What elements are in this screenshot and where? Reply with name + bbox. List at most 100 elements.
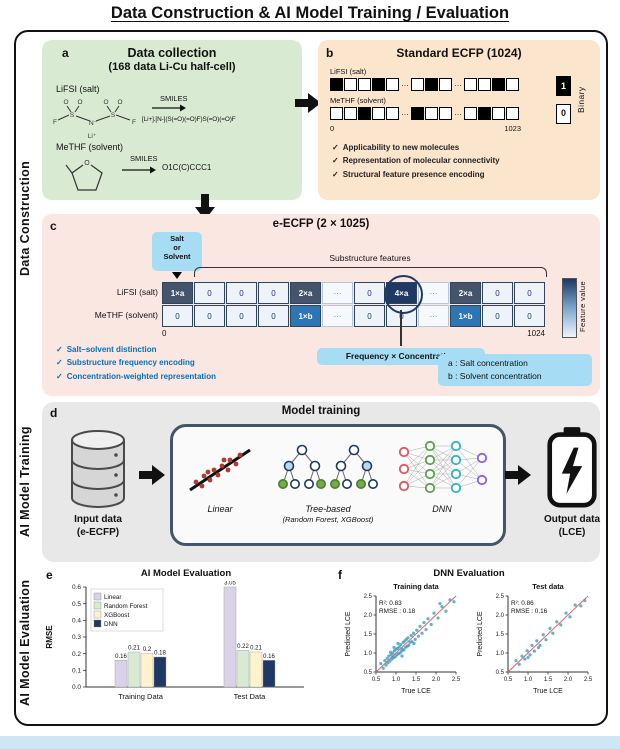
- ecfp-bit-cell: [464, 107, 477, 120]
- scatter-point: [406, 636, 410, 640]
- highlight-circle: [384, 275, 423, 314]
- scatter-point: [415, 628, 419, 632]
- svg-text:O: O: [63, 99, 68, 106]
- scatter-point: [528, 653, 532, 657]
- svg-text:O: O: [103, 99, 108, 106]
- svg-text:Random Forest: Random Forest: [104, 603, 148, 610]
- check-icon: ✓: [56, 371, 63, 381]
- svg-text:2.5: 2.5: [364, 594, 373, 600]
- ecfp-bit-cell: [439, 78, 452, 91]
- scatter-point: [407, 643, 411, 647]
- scatter-point: [544, 638, 548, 642]
- scatter-point: [400, 654, 404, 658]
- scatter-point: [379, 662, 383, 666]
- methf-structure-icon: O: [65, 160, 103, 191]
- scatter-point: [536, 646, 540, 650]
- substructure-features-label: Substructure features: [329, 253, 411, 263]
- scatter-point: [530, 643, 534, 647]
- panel-e-model-evaluation: e AI Model Evaluation 0.0 0.1 0.2 0.3 0.4 0.5…: [40, 568, 332, 720]
- salt-or-solvent-line2: or: [173, 243, 181, 252]
- legend-a: a : Salt concentration: [448, 358, 528, 368]
- scatter-point: [551, 631, 555, 635]
- dnn-test-scatter: Test data 0.50.5 1.0 1.0 1.5 1.5 2.0 2.0 2.5 2.5 R…: [477, 582, 593, 695]
- panel-b-checklist: ✓ Applicability to new molecules ✓ Represen…: [332, 143, 588, 184]
- eecfp-row1-cells: 1×a 0 0 0 2×a ⋯ 0 4×a ⋯ 2×a 0 0: [162, 282, 545, 304]
- svg-text:Li⁺: Li⁺: [88, 133, 97, 140]
- svg-text:2.5: 2.5: [452, 677, 461, 683]
- svg-text:1.5: 1.5: [412, 677, 421, 683]
- check-item: ✓ Substructure frequency encoding: [56, 358, 296, 368]
- output-data-sub: (LCE): [558, 527, 586, 538]
- svg-text:Training Data: Training Data: [118, 692, 164, 701]
- svg-text:S: S: [70, 112, 75, 119]
- panel-c-checklist: ✓ Salt–solvent distinction ✓ Substructure f…: [56, 345, 296, 386]
- bar: [127, 651, 141, 688]
- check-item: ✓ Applicability to new molecules: [332, 143, 588, 153]
- scatter-point: [532, 649, 536, 653]
- ecfp-bit-cell: [478, 78, 491, 91]
- linear-model-icon: [189, 448, 251, 492]
- bar: [140, 653, 154, 688]
- ecfp-bit-cell: [492, 78, 505, 91]
- panel-a-tag: a: [62, 46, 69, 60]
- svg-text:0.21: 0.21: [250, 646, 262, 652]
- svg-text:Test Data: Test Data: [234, 692, 267, 701]
- panel-a-title: Data collection: [127, 46, 217, 60]
- input-data-sub: (e-ECFP): [76, 527, 120, 538]
- ecfp-bit-cell: [344, 107, 357, 120]
- dnn-model-label: DNN: [432, 504, 452, 514]
- scatter-point: [391, 651, 395, 655]
- eecfp-value-cell: 0: [514, 282, 545, 304]
- panel-f-tag: f: [338, 568, 342, 582]
- panel-d-tag: d: [50, 406, 58, 420]
- salt-or-solvent-box: Salt or Solvent: [152, 232, 202, 271]
- ecfp-bit-cell: [506, 78, 519, 91]
- eecfp-value-cell: ⋯: [322, 282, 353, 304]
- eecfp-axis-start: 0: [162, 329, 167, 338]
- binary-axis-label: Binary: [576, 86, 586, 114]
- scatter-point: [418, 624, 422, 628]
- svg-text:Linear: Linear: [104, 594, 122, 601]
- ellipsis-gap: …: [401, 79, 409, 88]
- scatter-point: [438, 602, 442, 606]
- svg-text:XGBoost: XGBoost: [104, 612, 129, 619]
- salt-or-solvent-line1: Salt: [170, 234, 184, 243]
- methf-label: MeTHF (solvent): [56, 142, 124, 152]
- svg-text:0.6: 0.6: [72, 584, 81, 591]
- scatter-point: [402, 648, 406, 652]
- svg-text:R²: 0.86: R²: 0.86: [511, 600, 534, 607]
- panel-c-title: e-ECFP (2 × 1025): [272, 218, 370, 230]
- tree-model-label: Tree-based: [305, 504, 351, 514]
- panel-e-tag: e: [46, 568, 53, 582]
- svg-text:O: O: [117, 99, 122, 106]
- panel-d-model-training: d Model training Input data (e-ECFP): [42, 402, 600, 562]
- tree-model-icon: [278, 444, 379, 489]
- ecfp-bit-cell: [411, 78, 424, 91]
- scatter-point: [396, 641, 400, 646]
- svg-text:F: F: [53, 119, 57, 126]
- scatter-point: [413, 637, 417, 641]
- scatter-point: [416, 634, 420, 638]
- scatter-point: [444, 609, 448, 613]
- eecfp-value-cell: 1×b: [290, 305, 321, 327]
- check-icon: ✓: [332, 143, 339, 152]
- eecfp-value-cell: ⋯: [418, 305, 449, 327]
- scatter-point: [436, 616, 440, 620]
- svg-text:0.5: 0.5: [364, 670, 373, 676]
- ecfp-bit-cell: [478, 107, 491, 120]
- lightning-bolt-icon: [561, 447, 583, 494]
- methf-smiles-string: O1C(C)CCC1: [162, 163, 212, 172]
- scatter-point: [523, 657, 527, 661]
- svg-text:1.5: 1.5: [364, 632, 373, 638]
- svg-text:0.5: 0.5: [72, 601, 81, 608]
- legend-swatch: [93, 619, 102, 628]
- eecfp-value-cell: 0: [258, 305, 289, 327]
- scatter-point: [397, 645, 401, 649]
- check-text: Applicability to new molecules: [342, 143, 460, 152]
- bar: [249, 651, 263, 688]
- check-icon: ✓: [332, 169, 339, 179]
- eecfp-value-cell: 0: [162, 305, 193, 327]
- scatter-point: [452, 600, 456, 604]
- svg-text:0.5: 0.5: [504, 677, 513, 683]
